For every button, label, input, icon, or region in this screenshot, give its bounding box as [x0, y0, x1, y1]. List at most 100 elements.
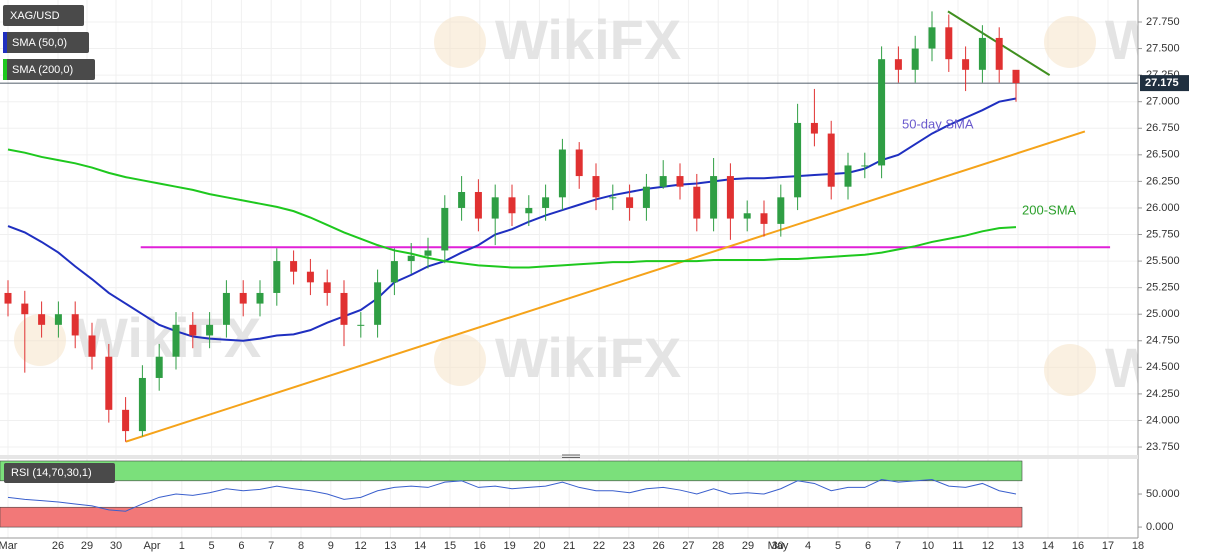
candle-body: [491, 197, 499, 219]
watermark: WikiFX: [75, 306, 261, 369]
candle-body: [38, 314, 46, 325]
x-tick-label: Apr: [143, 540, 160, 552]
rsi-line: [7, 478, 1017, 512]
watermark: WikiFX: [495, 326, 681, 389]
candle-body: [172, 324, 180, 357]
x-tick-label: 9: [328, 540, 334, 552]
y-tick-label: 27.000: [1146, 96, 1180, 108]
x-tick-label: 16: [1072, 540, 1084, 552]
y-tick-label: 26.750: [1146, 122, 1180, 134]
candle-body: [609, 197, 617, 199]
candle-body: [760, 213, 768, 224]
watermark: WikiFX: [495, 8, 681, 71]
candle-body: [105, 356, 113, 410]
candle-body: [474, 192, 482, 219]
watermark-logo: [14, 314, 66, 366]
plot-area: 50-day SMA 200-SMA: [0, 10, 1138, 528]
legend-box: [3, 59, 95, 80]
candle-body: [407, 255, 415, 262]
legend-label: SMA (50,0): [12, 37, 67, 49]
candle-body: [122, 409, 130, 432]
x-tick-label: 13: [1012, 540, 1024, 552]
legend-label: SMA (200,0): [12, 64, 73, 76]
x-tick-label: 22: [593, 540, 605, 552]
y-tick-label: 24.500: [1146, 361, 1180, 373]
candle-body: [978, 37, 986, 70]
candle-body: [21, 303, 29, 315]
x-tick-label: 16: [474, 540, 486, 552]
legend-box: [3, 32, 89, 53]
watermark-logo: [1044, 344, 1096, 396]
candle-body: [878, 59, 886, 166]
candle-body: [290, 261, 298, 272]
x-tick-label: 21: [563, 540, 575, 552]
x-tick-label: 29: [742, 540, 754, 552]
x-tick-label: 8: [298, 540, 304, 552]
rsi-title: RSI (14,70,30,1): [11, 467, 92, 479]
y-tick-label: 26.000: [1146, 202, 1180, 214]
annotation: 200-SMA: [1022, 203, 1077, 218]
y-tick-label: 25.750: [1146, 228, 1180, 240]
candle-body: [810, 122, 818, 134]
y-tick-label: 25.250: [1146, 282, 1180, 294]
candle-body: [726, 176, 734, 219]
candle-body: [542, 197, 550, 208]
x-tick-label: 27: [682, 540, 694, 552]
y-tick-label: 26.250: [1146, 175, 1180, 187]
candle-body: [138, 377, 146, 432]
legend-swatch: [3, 59, 7, 80]
candle-body: [525, 207, 533, 214]
legend-label: XAG/USD: [10, 10, 60, 22]
x-tick-label: 23: [623, 540, 635, 552]
candle-body: [575, 149, 583, 177]
x-tick-label: 15: [444, 540, 456, 552]
candle-body: [794, 122, 802, 198]
legend-box: [4, 463, 115, 483]
x-tick-label: 30: [772, 540, 784, 552]
candle-body: [710, 176, 718, 219]
candle-body: [256, 292, 264, 304]
candle-body: [642, 186, 650, 208]
candle-body: [390, 261, 398, 283]
x-tick-label: 19: [503, 540, 515, 552]
right-axis-bg: [1138, 0, 1207, 555]
watermark-logo: [434, 16, 486, 68]
x-tick-label: 26: [52, 540, 64, 552]
candle-body: [424, 250, 432, 256]
separator-handle[interactable]: [562, 454, 580, 458]
rsi-band: [0, 506, 1023, 528]
grid: [0, 0, 1139, 538]
price-tag: [1140, 75, 1189, 92]
candle-body: [945, 27, 953, 60]
annotation: 50-day SMA: [902, 117, 974, 132]
legend-swatch: [3, 32, 7, 53]
legend-box: [3, 5, 84, 26]
x-tick-label: 11: [952, 540, 963, 552]
x-tick-label: 20: [533, 540, 545, 552]
candle-body: [592, 176, 600, 198]
y-tick-label: 25.000: [1146, 308, 1180, 320]
watermark-logo: [1044, 16, 1096, 68]
y-tick-label: 50.000: [1146, 488, 1180, 500]
candle-body: [374, 282, 382, 325]
x-tick-label: 6: [238, 540, 244, 552]
rsi-band: [0, 460, 1023, 482]
x-tick-label: 17: [1102, 540, 1114, 552]
x-tick-label: 7: [895, 540, 901, 552]
candle-body: [626, 197, 634, 208]
candle-body: [71, 314, 79, 336]
candle-body: [88, 335, 96, 357]
x-tick-label: 29: [81, 540, 93, 552]
axes: Mar 26 29 30 Apr 1 5 6 7 8 9 12 13 14 15 16 19 20 21 22 23 26…: [0, 16, 1189, 552]
x-tick-label: 12: [982, 540, 994, 552]
y-tick-label: 0.000: [1146, 521, 1174, 533]
candle-body: [777, 197, 785, 224]
x-tick-label: 30: [110, 540, 122, 552]
candle-body: [441, 207, 449, 251]
x-tick-label: 13: [384, 540, 396, 552]
y-tick-label: 25.500: [1146, 255, 1180, 267]
candle-body: [995, 37, 1003, 70]
candle-body: [54, 314, 62, 325]
candle-body: [962, 59, 970, 70]
